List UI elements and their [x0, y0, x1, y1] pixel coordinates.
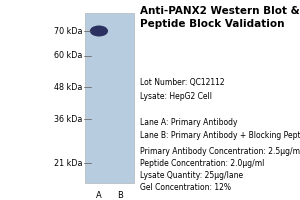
Text: B: B: [117, 191, 123, 200]
Text: Anti-PANX2 Western Blot &
Peptide Block Validation: Anti-PANX2 Western Blot & Peptide Block …: [140, 6, 299, 29]
Text: Lane A: Primary Antibody: Lane A: Primary Antibody: [140, 118, 237, 127]
Text: 60 kDa: 60 kDa: [54, 51, 82, 60]
Text: 21 kDa: 21 kDa: [54, 158, 82, 168]
Text: 36 kDa: 36 kDa: [54, 114, 82, 123]
Text: Lane B: Primary Antibody + Blocking Peptide: Lane B: Primary Antibody + Blocking Pept…: [140, 131, 300, 140]
Text: Gel Concentration: 12%: Gel Concentration: 12%: [140, 183, 230, 192]
Text: 48 kDa: 48 kDa: [54, 83, 82, 92]
Text: Primary Antibody Concentration: 2.5μg/ml: Primary Antibody Concentration: 2.5μg/ml: [140, 147, 300, 156]
Text: Lot Number: QC12112: Lot Number: QC12112: [140, 78, 224, 87]
Ellipse shape: [90, 25, 108, 36]
Text: Peptide Concentration: 2.0μg/ml: Peptide Concentration: 2.0μg/ml: [140, 159, 264, 168]
Text: Lysate Quantity: 25μg/lane: Lysate Quantity: 25μg/lane: [140, 171, 243, 180]
Text: Lysate: HepG2 Cell: Lysate: HepG2 Cell: [140, 92, 212, 101]
Text: A: A: [96, 191, 102, 200]
Text: 70 kDa: 70 kDa: [54, 26, 82, 36]
Bar: [85, 13, 134, 183]
